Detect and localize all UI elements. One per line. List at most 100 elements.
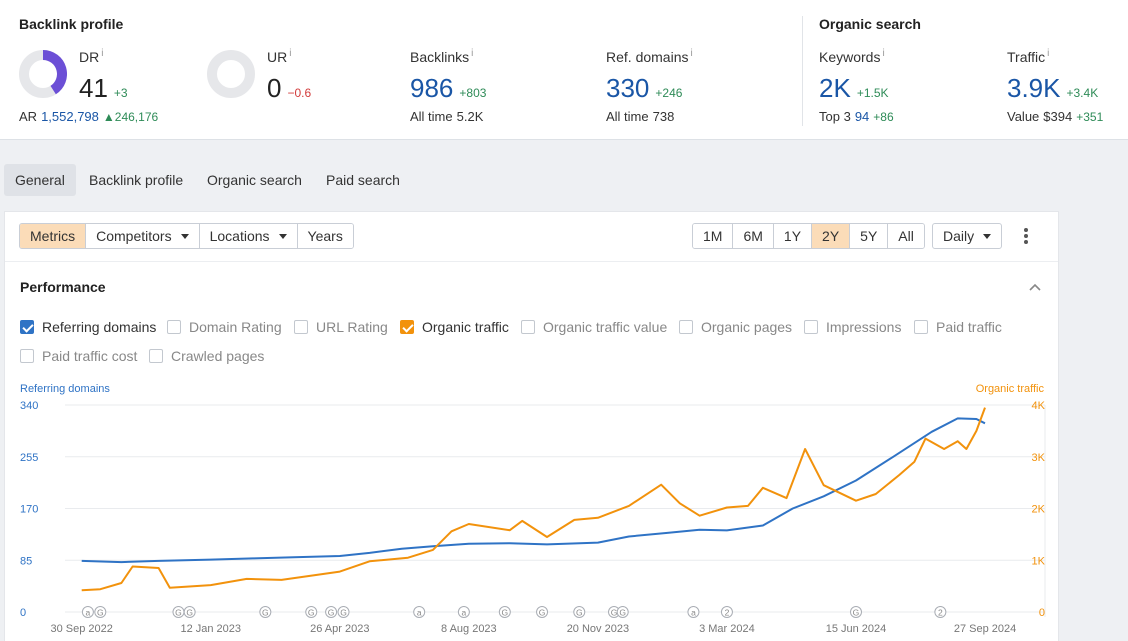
ur-ring-chart [207, 50, 255, 98]
ur-info-icon[interactable]: i [289, 48, 292, 59]
event-marker [305, 606, 318, 618]
traffic-metric: Traffic i [1007, 48, 1049, 65]
keywords-label[interactable]: Keywords [819, 48, 881, 65]
keywords-info-icon[interactable]: i [882, 48, 885, 59]
dr-ring-chart [19, 50, 67, 98]
checkbox-label: Domain Rating [189, 319, 282, 335]
locations-label: Locations [209, 228, 270, 244]
locations-dropdown[interactable]: Locations [198, 224, 297, 248]
checkbox-label: URL Rating [316, 319, 388, 335]
backlinks-delta: +803 [459, 86, 487, 100]
ref-domains-metric: Ref. domains i [606, 48, 693, 65]
checkbox-crawled-pages[interactable]: Crawled pages [149, 347, 264, 365]
traffic-money-delta: +351 [1076, 110, 1104, 124]
event-marker-label: G [308, 608, 315, 618]
range-2y-button[interactable]: 2Y [811, 224, 850, 248]
checkbox-label: Crawled pages [171, 348, 265, 364]
x-tick-label: 15 Jun 2024 [826, 623, 887, 635]
left-tick-label: 0 [20, 607, 26, 619]
dr-ring-fill [42, 50, 67, 95]
checkbox-organic-pages[interactable]: Organic pages [679, 318, 792, 336]
x-tick-label: 3 Mar 2024 [699, 623, 755, 635]
ref-domains-all-time-value: 738 [652, 109, 675, 124]
left-tick-label: 340 [20, 400, 38, 412]
checkbox-label: Impressions [826, 319, 902, 335]
checkbox-url-rating[interactable]: URL Rating [294, 318, 388, 336]
checkbox-impressions[interactable]: Impressions [804, 318, 901, 336]
competitors-dropdown[interactable]: Competitors [85, 224, 199, 248]
ref-domains-value[interactable]: 330 [606, 73, 650, 103]
more-options-icon[interactable] [1021, 228, 1031, 246]
checkbox-paid-traffic-cost[interactable]: Paid traffic cost [20, 347, 137, 365]
ur-label[interactable]: UR [267, 48, 288, 65]
keywords-top3-value[interactable]: 94 [854, 109, 870, 124]
ref-domains-value-row: 330 +246 [606, 73, 682, 104]
dr-value[interactable]: 41 [79, 73, 108, 103]
ar-row: AR 1,552,798 ▲246,176 [19, 109, 158, 124]
event-marker [325, 606, 338, 618]
interval-dropdown[interactable]: Daily [932, 223, 1003, 249]
ur-value-row: 0 −0.6 [267, 73, 311, 104]
event-marker [183, 606, 196, 618]
checkbox-domain-rating[interactable]: Domain Rating [167, 318, 282, 336]
traffic-info-icon[interactable]: i [1047, 48, 1050, 59]
chevron-up-icon[interactable] [1029, 282, 1041, 294]
checkbox-referring-domains[interactable]: Referring domains [20, 318, 156, 336]
checkbox-box [149, 349, 163, 363]
range-6m-button[interactable]: 6M [732, 224, 773, 248]
range-all-button[interactable]: All [887, 224, 924, 248]
range-1m-button[interactable]: 1M [693, 224, 733, 248]
event-marker [457, 606, 470, 618]
traffic-value-row: 3.9K +3.4K [1007, 73, 1098, 104]
dr-label[interactable]: DR [79, 48, 100, 65]
dr-info-icon[interactable]: i [101, 48, 104, 59]
ref-domains-delta: +246 [655, 86, 683, 100]
event-marker [720, 606, 733, 618]
metrics-button[interactable]: Metrics [20, 224, 86, 248]
interval-label: Daily [943, 228, 975, 244]
ur-value[interactable]: 0 [267, 73, 282, 103]
chevron-down-icon [983, 233, 992, 239]
event-marker [81, 606, 94, 618]
x-tick-label: 20 Nov 2023 [567, 623, 629, 635]
tab-organic-search[interactable]: Organic search [207, 172, 302, 188]
left-axis-title: Referring domains [20, 383, 110, 395]
keywords-top3-label: Top 3 [819, 109, 851, 124]
keywords-value[interactable]: 2K [819, 73, 851, 103]
ar-value[interactable]: 1,552,798 [41, 109, 99, 124]
checkbox-box [914, 320, 928, 334]
years-button[interactable]: Years [296, 224, 353, 248]
keywords-value-row: 2K +1.5K [819, 73, 889, 104]
right-tick-label: 3K [1032, 452, 1046, 464]
keywords-metric: Keywords i [819, 48, 885, 65]
checkbox-organic-traffic[interactable]: Organic traffic [400, 318, 509, 336]
traffic-label[interactable]: Traffic [1007, 48, 1046, 65]
event-marker [94, 606, 107, 618]
event-marker [934, 606, 947, 618]
backlinks-label[interactable]: Backlinks [410, 48, 470, 65]
checkbox-paid-traffic[interactable]: Paid traffic [914, 318, 1002, 336]
traffic-value[interactable]: 3.9K [1007, 73, 1061, 103]
tab-paid-search[interactable]: Paid search [326, 172, 400, 188]
backlinks-all-time-label: All time [410, 109, 453, 124]
organic-traffic-line [81, 407, 986, 592]
checkbox-box [20, 349, 34, 363]
ref-domains-label[interactable]: Ref. domains [606, 48, 689, 65]
traffic-value-label: Value [1007, 109, 1040, 124]
range-1y-button[interactable]: 1Y [772, 224, 812, 248]
tab-general[interactable]: General [4, 164, 76, 196]
backlinks-value[interactable]: 986 [410, 73, 454, 103]
right-tick-label: 2K [1032, 504, 1046, 516]
backlinks-info-icon[interactable]: i [471, 48, 474, 59]
checkbox-label: Organic traffic value [543, 319, 668, 335]
tab-backlink-profile[interactable]: Backlink profile [89, 172, 184, 188]
ref-domains-info-icon[interactable]: i [690, 48, 693, 59]
range-5y-button[interactable]: 5Y [849, 224, 888, 248]
checkbox-box [167, 320, 181, 334]
event-marker-label: G [619, 608, 626, 618]
event-marker-label: G [340, 608, 347, 618]
right-axis-title: Organic traffic [975, 383, 1044, 395]
checkbox-organic-traffic-value[interactable]: Organic traffic value [521, 318, 667, 336]
ur-metric: UR i [267, 48, 291, 65]
checkbox-box [521, 320, 535, 334]
